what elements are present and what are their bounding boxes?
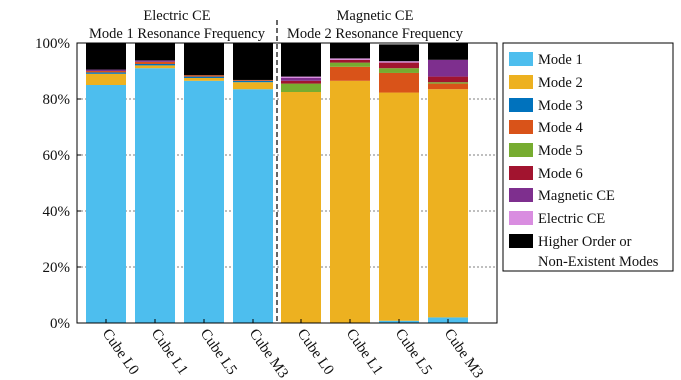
bar-segment-mode-2-7 [379, 92, 419, 321]
bar-segment-electric-ce-7 [379, 61, 419, 63]
legend-swatch-mode-5 [509, 143, 533, 157]
bar-segment-higher-order-or-non-existent-modes-7 [379, 44, 419, 62]
x-category-label: Cube L5 [197, 326, 240, 378]
bar-segment-mode-2-8 [428, 89, 468, 318]
bar-segment-mode-6-8 [428, 76, 468, 83]
y-tick-label: 0% [50, 316, 70, 332]
bar-segment-mode-2-1 [86, 73, 126, 85]
bar-segment-mode-1-4 [233, 89, 273, 323]
bar-segment-mode-3-4 [233, 80, 273, 83]
x-category-labels: Cube L0 Cube L1 Cube L5 Cube M3 Cube L0 Cube … [99, 326, 486, 380]
bar-segment-mode-4-3 [184, 75, 224, 77]
bar-segment-mode-3-1 [86, 72, 126, 74]
axes [76, 20, 498, 324]
bar-segment-mode-3-2 [135, 64, 175, 66]
legend-label: Magnetic CE [538, 188, 615, 204]
bar-segment-mode-2-3 [184, 78, 224, 81]
bar-segment-higher-order-or-non-existent-modes-6 [330, 43, 370, 59]
bar-segment-higher-order-or-non-existent-modes-5 [281, 43, 321, 77]
bar-segment-magnetic-ce-2 [135, 60, 175, 62]
legend-label: Higher Order or [538, 234, 632, 250]
legend-label: Non-Existent Modes [538, 254, 659, 270]
group-title-magnetic-line2: Mode 2 Resonance Frequency [287, 26, 464, 42]
bar-segment-higher-order-or-non-existent-modes-1 [86, 43, 126, 70]
legend-swatch-mode-1 [509, 52, 533, 66]
bar-segment-magnetic-ce-5 [281, 78, 321, 81]
x-category-label: Cube L0 [99, 326, 142, 378]
bar-segment-mode-1-3 [184, 80, 224, 323]
bar-segment-magnetic-ce-1 [86, 69, 126, 71]
bar-segment-mode-4-7 [379, 72, 419, 93]
bars [86, 43, 468, 323]
bar-segment-mode-1-2 [135, 68, 175, 323]
bar-segment-mode-1-1 [86, 85, 126, 323]
bar-segment-mode-6-6 [330, 59, 370, 63]
bar-segment-mode-4-1 [86, 71, 126, 73]
bar-segment-electric-ce-6 [330, 58, 370, 60]
legend-swatch-mode-4 [509, 120, 533, 134]
x-category-label: Cube M3 [246, 326, 291, 380]
group-titles: Electric CE Mode 1 Resonance Frequency M… [89, 8, 464, 42]
legend-swatch-mode-2 [509, 75, 533, 89]
group-title-electric-line1: Electric CE [143, 8, 210, 24]
legend-swatch-electric-ce [509, 211, 533, 225]
legend-label: Mode 4 [538, 120, 583, 136]
bar-segment-magnetic-ce-8 [428, 59, 468, 77]
bar-segment-higher-order-or-non-existent-modes-8 [428, 43, 468, 60]
y-tick-label: 40% [43, 204, 71, 220]
bar-segment-higher-order-or-non-existent-modes-3 [184, 43, 224, 76]
bar-segment-mode-4-4 [233, 79, 273, 81]
bar-segment-mode-4-6 [330, 66, 370, 81]
plot-frame [76, 42, 498, 324]
y-tick-label: 100% [35, 36, 70, 52]
bar-segment-mode-4-8 [428, 83, 468, 90]
bar-segment-mode-2-6 [330, 80, 370, 323]
y-tick-label: 80% [43, 92, 71, 108]
y-tick-label: 20% [43, 260, 71, 276]
bar-segment-mode-6-7 [379, 62, 419, 69]
legend-label: Mode 2 [538, 75, 583, 91]
bar-segment-mode-6-5 [281, 80, 321, 84]
bar-segment-mode-5-8 [428, 82, 468, 84]
group-title-electric-line2: Mode 1 Resonance Frequency [89, 26, 266, 42]
bar-segment-mode-2-2 [135, 65, 175, 69]
bar-segment-electric-ce-5 [281, 76, 321, 78]
group-title-magnetic-line1: Magnetic CE [337, 8, 414, 24]
legend-label: Mode 5 [538, 143, 583, 159]
bar-segment-mode-5-6 [330, 62, 370, 67]
legend-swatch-mode-6 [509, 166, 533, 180]
bar-segment-mode-3-3 [184, 76, 224, 78]
y-tick-label: 60% [43, 148, 71, 164]
legend-label: Electric CE [538, 211, 605, 227]
legend: Mode 1 Mode 2 Mode 3 Mode 4 Mode 5 Mode 6 Magn… [502, 42, 674, 272]
x-category-label: Cube L1 [343, 326, 386, 378]
x-category-label: Cube L5 [392, 326, 435, 378]
bar-segment-mode-5-7 [379, 68, 419, 73]
bar-segment-mode-2-5 [281, 92, 321, 323]
bar-segment-mode-2-4 [233, 82, 273, 90]
legend-label: Mode 3 [538, 98, 583, 114]
bar-segment-higher-order-or-non-existent-modes-4 [233, 43, 273, 80]
legend-label: Mode 1 [538, 52, 583, 68]
x-category-label: Cube M3 [441, 326, 486, 380]
x-category-label: Cube L1 [148, 326, 191, 378]
x-category-label: Cube L0 [294, 326, 337, 378]
bar-segment-mode-5-5 [281, 83, 321, 92]
legend-label: Mode 6 [538, 166, 583, 182]
y-tick-labels: 0% 20% 40% 60% 80% 100% [35, 36, 70, 332]
bar-segment-higher-order-or-non-existent-modes-2 [135, 43, 175, 61]
legend-swatch-mode-3 [509, 98, 533, 112]
legend-swatch-higher-order-or-non-existent-modes [509, 234, 533, 248]
bar-segment-mode-4-2 [135, 61, 175, 64]
legend-swatch-magnetic-ce [509, 188, 533, 202]
